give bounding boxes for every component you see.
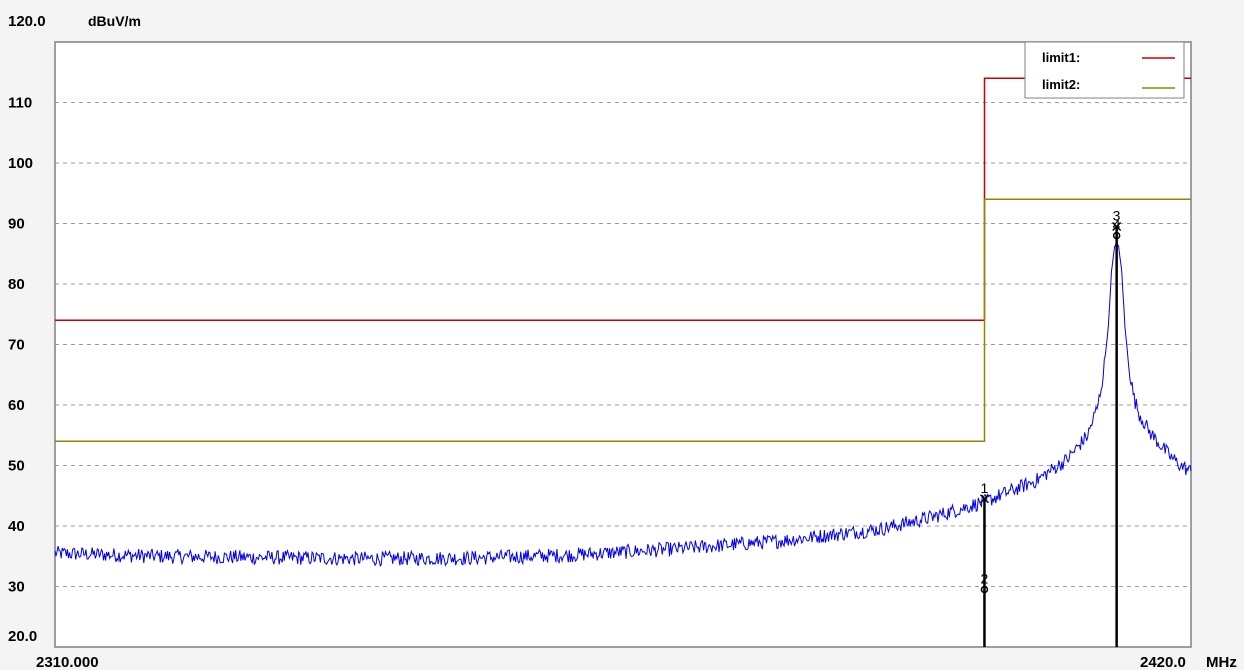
y-tick-label: 110 [8,95,32,112]
x-tick-end: 2420.0 [1140,654,1186,670]
tick-labels: 120.0 110 100 90 80 70 60 50 40 30 20.0 [8,13,46,645]
legend: limit1: limit2: [1024,41,1185,99]
marker-3-label: 3 [1113,208,1121,224]
marker-4-label: 4 [1113,217,1121,233]
x-axis-unit-label: MHz [1206,654,1237,670]
marker-4-symbol [1112,231,1121,240]
grid-lines [55,102,1191,587]
y-tick-label: 90 [8,216,25,233]
y-tick-label: 30 [8,579,25,596]
y-axis-unit-label: dBuV/m [88,13,141,29]
marker-layer: 1 2 34 [979,208,1122,647]
y-tick-label: 100 [8,155,33,172]
y-tick-label: 50 [8,458,25,475]
x-tick-start: 2310.000 [36,654,99,670]
marker-1-label: 1 [980,480,988,496]
marker-1-symbol [979,494,989,504]
marker-2-symbol [980,585,989,594]
y-tick-label: 60 [8,397,25,414]
y-tick-label: 40 [8,518,25,535]
y-tick-label: 80 [8,276,25,293]
marker-3-symbol [1112,221,1122,232]
marker-2-label: 2 [980,571,988,587]
legend-label-limit1: limit1: [1042,50,1080,65]
y-tick-label: 120.0 [8,13,46,30]
measurement-trace [54,241,1192,568]
limit-line-2 [55,198,1191,443]
y-tick-label: 70 [8,337,25,354]
legend-label-limit2: limit2: [1042,77,1080,92]
y-tick-label: 20.0 [8,628,37,645]
